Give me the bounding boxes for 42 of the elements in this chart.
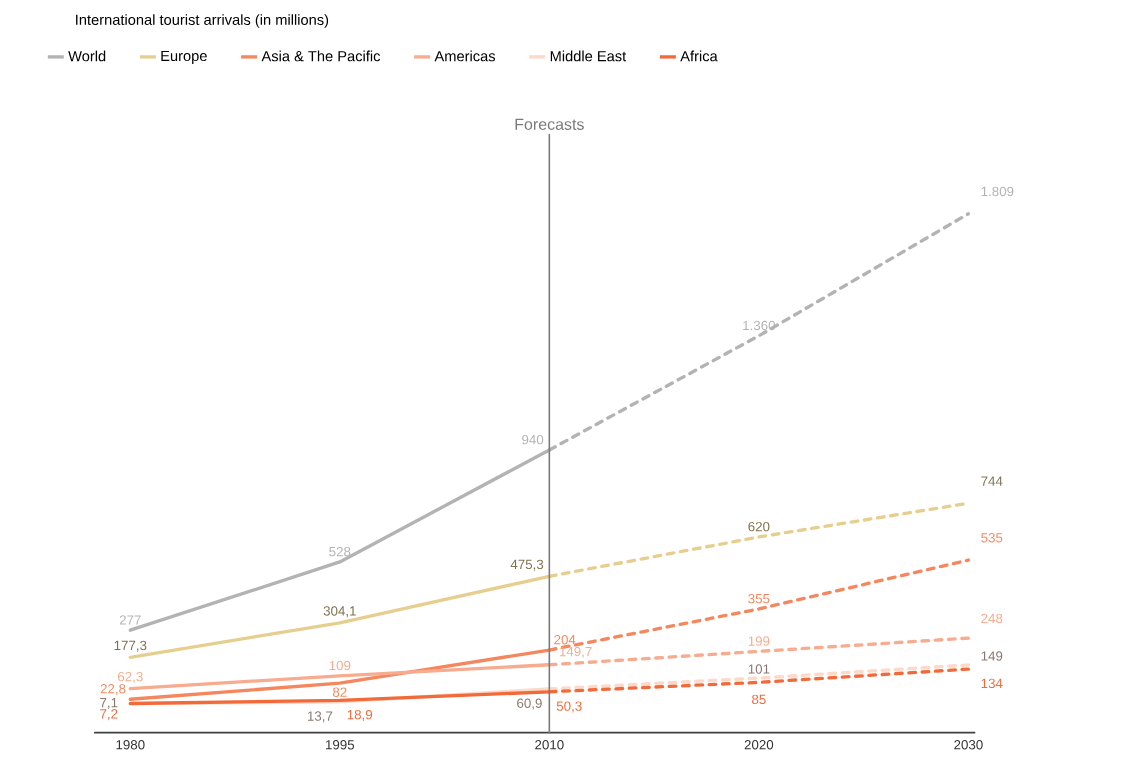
data-label: 85: [752, 694, 766, 705]
legend-label: Middle East: [550, 50, 627, 62]
data-label: 177,3: [114, 640, 147, 652]
data-label: 204: [554, 635, 576, 645]
legend-label: World: [68, 50, 106, 62]
data-label: 101: [748, 664, 770, 674]
ref-line-label: Forecasts: [515, 118, 584, 131]
chart-title: International tourist arrivals (in millions): [76, 14, 329, 29]
x-tick-label: 2030: [954, 740, 983, 750]
data-label: 248: [981, 613, 1003, 624]
data-label: 304,1: [323, 606, 356, 618]
data-label: 199: [748, 636, 770, 646]
legend-label: Americas: [434, 50, 496, 62]
data-label: 7,1: [100, 698, 118, 710]
data-label: 82: [332, 687, 347, 698]
data-label: 355: [748, 594, 770, 604]
data-label: 149: [981, 651, 1003, 661]
data-label: 62,3: [117, 672, 143, 684]
data-label: 744: [981, 476, 1003, 486]
data-label: 134: [981, 678, 1003, 689]
data-label: 475,3: [510, 559, 544, 571]
data-label: 109: [329, 660, 351, 671]
data-label: 22,8: [100, 684, 126, 696]
data-label: 535: [981, 533, 1003, 543]
x-tick-label: 1995: [326, 740, 355, 750]
legend-label: Europe: [161, 51, 207, 65]
x-tick-label: 1980: [116, 740, 145, 750]
data-label: 13,7: [307, 711, 333, 723]
data-label: 277: [119, 615, 141, 625]
legend-label: Asia & The Pacific: [261, 50, 381, 62]
legend-label: Africa: [680, 50, 718, 62]
data-label: 940: [522, 435, 544, 445]
data-label: 620: [748, 522, 770, 532]
data-label: 60,9: [517, 698, 542, 710]
x-tick-label: 2010: [535, 740, 564, 750]
data-label: 18,9: [347, 710, 373, 722]
data-label: 7,2: [100, 709, 118, 721]
data-label: 1.809: [981, 186, 1014, 197]
x-tick-label: 2020: [744, 740, 774, 750]
data-label: 528: [329, 547, 351, 557]
data-label: 50,3: [556, 701, 582, 713]
data-label: 149,7: [559, 647, 592, 659]
